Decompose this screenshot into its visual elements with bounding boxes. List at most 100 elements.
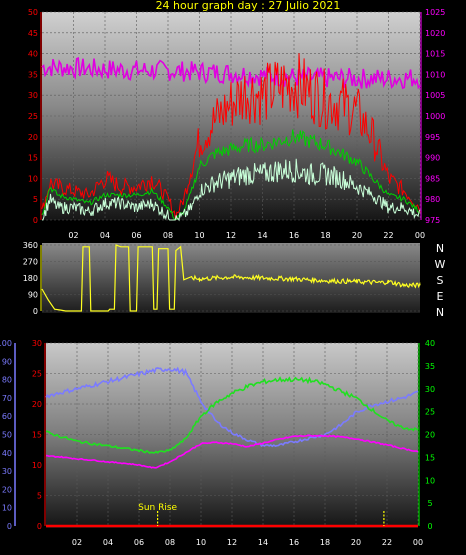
solar-tick-label: 10	[425, 476, 435, 485]
climate-x-axis: 02 04 06 08 10 12 14 16 18 20 22 00	[72, 538, 423, 547]
series-wind-avg-line	[41, 129, 421, 221]
climate-x-tick-label: 00	[413, 538, 423, 547]
wind-y-tick-label: 35	[28, 70, 38, 79]
temperature-axis: 0 5 10 15 20 25 30	[32, 339, 46, 531]
temperature-tick-label: 0	[37, 522, 42, 531]
climate-x-tick-label: 18	[320, 538, 330, 547]
wind-y-tick-label: 50	[28, 8, 38, 17]
wind-x-tick-label: 10	[194, 231, 204, 240]
solar-tick-label: 40	[425, 339, 435, 348]
wind-y-tick-label: 45	[28, 29, 38, 38]
humidity-tick-label: 100	[0, 339, 12, 348]
temperature-tick-label: 25	[32, 370, 42, 379]
temperature-tick-label: 30	[32, 339, 42, 348]
solar-right-axis: 0 5 10 15 20 25 30 35 40	[418, 339, 435, 531]
direction-series	[41, 244, 421, 312]
pressure-y-tick-label: 1025	[425, 8, 445, 17]
climate-x-tick-label: 04	[103, 538, 113, 547]
humidity-tick-label: 80	[2, 376, 12, 385]
humidity-tick-label: 60	[2, 412, 12, 421]
climate-x-tick-label: 20	[351, 538, 361, 547]
wind-y-tick-label: 40	[28, 50, 38, 59]
pressure-y-tick-label: 990	[425, 154, 440, 163]
climate-x-tick-label: 16	[289, 538, 299, 547]
direction-y-tick-label: 0	[33, 307, 38, 316]
solar-tick-label: 30	[425, 385, 435, 394]
compass-letter: N	[436, 242, 444, 255]
wind-x-tick-label: 22	[383, 231, 393, 240]
wind-x-tick-label: 00	[415, 231, 425, 240]
wind-x-axis: 02 04 06 08 10 12 14 16 18 20 22 00	[68, 231, 425, 240]
pressure-y-tick-label: 975	[425, 216, 440, 225]
direction-y-tick-label: 270	[23, 258, 38, 267]
wind-y-tick-label: 5	[33, 195, 38, 204]
pressure-right-axis: 975 980 985 990 995 1000 1005 1010 1015 1020 1025	[420, 8, 445, 225]
series-wind-gust-line	[41, 53, 421, 221]
wind-x-tick-label: 06	[131, 231, 141, 240]
temperature-tick-label: 20	[32, 400, 42, 409]
chart-title: 24 hour graph day : 27 Julio 2021	[156, 0, 341, 12]
solar-tick-label: 35	[425, 362, 435, 371]
wind-x-tick-label: 18	[320, 231, 330, 240]
wind-x-tick-label: 20	[352, 231, 362, 240]
pressure-y-tick-label: 980	[425, 195, 440, 204]
climate-series	[45, 366, 419, 528]
wind-left-axis: 0 5 10 15 20 25 30 35 40 45 50	[28, 8, 42, 225]
solar-tick-label: 5	[427, 499, 432, 508]
climate-x-tick-label: 14	[258, 538, 268, 547]
climate-x-tick-label: 22	[382, 538, 392, 547]
climate-panel: 0 10 20 30 40 50 60 70 80 90 100 0 5 10 15 20 25 30 0 5 10…	[0, 339, 435, 547]
sunrise-label: Sun Rise	[138, 503, 177, 513]
humidity-tick-label: 30	[2, 467, 12, 476]
direction-y-tick-label: 360	[23, 241, 38, 250]
compass-letter: N	[436, 306, 444, 319]
direction-y-tick-label: 180	[23, 274, 38, 283]
humidity-tick-label: 50	[2, 431, 12, 440]
compass-letter: E	[437, 290, 444, 303]
wind-x-tick-label: 08	[163, 231, 173, 240]
humidity-tick-label: 0	[7, 522, 12, 531]
series-humidity-line	[45, 366, 419, 448]
compass-letter: W	[435, 258, 446, 271]
wind-y-tick-label: 25	[28, 112, 38, 121]
wind-y-tick-label: 20	[28, 133, 38, 142]
series-temperature-line	[45, 434, 419, 469]
series-pressure-line	[41, 56, 421, 90]
humidity-axis: 0 10 20 30 40 50 60 70 80 90 100	[0, 339, 16, 531]
direction-left-axis: 0 90 180 270 360	[23, 241, 42, 316]
compass-letter: S	[437, 274, 444, 287]
temperature-tick-label: 10	[32, 461, 42, 470]
wind-y-tick-label: 30	[28, 91, 38, 100]
wind-y-tick-label: 10	[28, 174, 38, 183]
pressure-y-tick-label: 1010	[425, 70, 445, 79]
pressure-y-tick-label: 985	[425, 174, 440, 183]
wind-x-tick-label: 12	[226, 231, 236, 240]
wind-series	[41, 53, 421, 222]
wind-x-tick-label: 02	[68, 231, 78, 240]
humidity-tick-label: 40	[2, 449, 12, 458]
wind-y-tick-label: 15	[28, 154, 38, 163]
pressure-y-tick-label: 1020	[425, 29, 445, 38]
humidity-tick-label: 20	[2, 485, 12, 494]
climate-x-tick-label: 10	[196, 538, 206, 547]
direction-y-tick-label: 90	[28, 291, 38, 300]
pressure-y-tick-label: 995	[425, 133, 440, 142]
pressure-y-tick-label: 1005	[425, 91, 445, 100]
temperature-tick-label: 15	[32, 431, 42, 440]
series-solar-line	[46, 376, 419, 455]
series-wind-speed-line	[41, 158, 421, 222]
wind-x-tick-label: 04	[100, 231, 110, 240]
solar-tick-label: 20	[425, 431, 435, 440]
climate-x-tick-label: 06	[134, 538, 144, 547]
wind-x-tick-label: 14	[257, 231, 267, 240]
temperature-tick-label: 5	[37, 492, 42, 501]
climate-x-tick-label: 08	[165, 538, 175, 547]
solar-tick-label: 0	[427, 522, 432, 531]
humidity-tick-label: 70	[2, 394, 12, 403]
solar-tick-label: 25	[425, 408, 435, 417]
humidity-tick-label: 10	[2, 504, 12, 513]
solar-tick-label: 15	[425, 453, 435, 462]
